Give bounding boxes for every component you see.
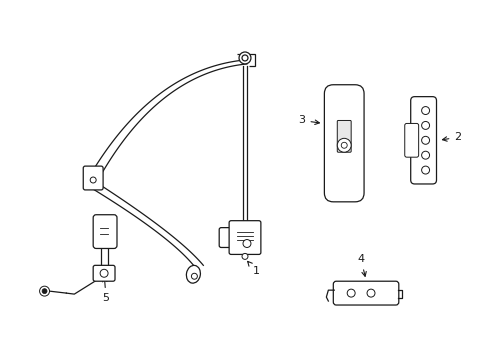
Circle shape [421, 166, 428, 174]
FancyBboxPatch shape [333, 281, 398, 305]
Circle shape [421, 136, 428, 144]
FancyBboxPatch shape [410, 96, 436, 184]
FancyBboxPatch shape [219, 228, 235, 247]
FancyBboxPatch shape [93, 265, 115, 281]
Text: 2: 2 [442, 132, 461, 142]
Ellipse shape [186, 265, 200, 283]
Circle shape [242, 55, 247, 61]
FancyBboxPatch shape [337, 121, 350, 152]
Circle shape [42, 289, 47, 294]
Circle shape [421, 121, 428, 129]
Circle shape [243, 239, 250, 247]
Text: 5: 5 [102, 277, 109, 303]
FancyBboxPatch shape [404, 123, 418, 157]
Circle shape [341, 142, 346, 148]
Text: 3: 3 [298, 116, 319, 125]
FancyBboxPatch shape [83, 166, 103, 190]
Circle shape [421, 107, 428, 114]
Circle shape [100, 269, 108, 277]
Text: 4: 4 [357, 255, 366, 276]
Circle shape [40, 286, 49, 296]
FancyBboxPatch shape [93, 215, 117, 248]
Circle shape [239, 52, 250, 64]
Circle shape [421, 151, 428, 159]
Text: 1: 1 [247, 261, 260, 276]
Circle shape [337, 138, 350, 152]
Circle shape [366, 289, 374, 297]
FancyBboxPatch shape [229, 221, 260, 255]
Circle shape [90, 177, 96, 183]
Circle shape [242, 253, 247, 260]
Circle shape [191, 273, 197, 279]
Circle shape [346, 289, 354, 297]
FancyBboxPatch shape [324, 85, 364, 202]
